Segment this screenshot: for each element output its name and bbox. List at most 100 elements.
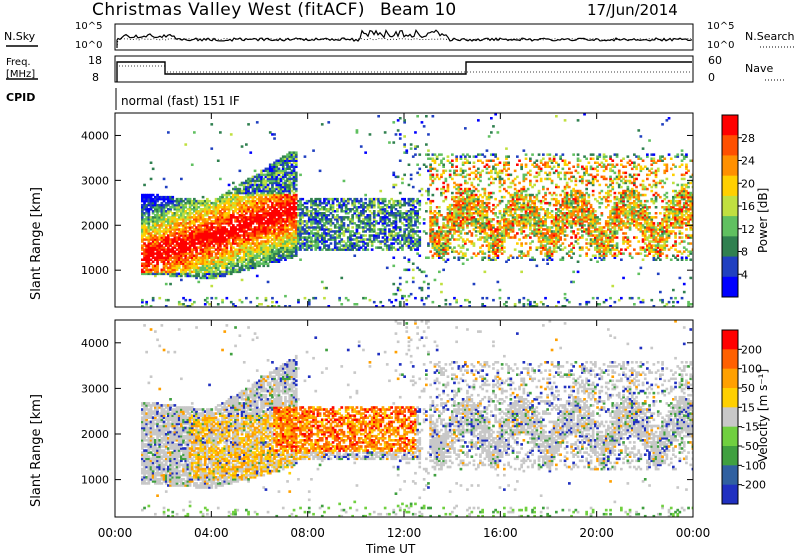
echo-cell: [184, 244, 188, 247]
echo-cell: [305, 222, 309, 225]
echo-cell: [388, 228, 391, 231]
echo-cell: [509, 173, 513, 177]
echo-cell: [242, 234, 246, 237]
echo-cell: [353, 254, 357, 257]
echo-cell: [216, 256, 220, 259]
echo-cell: [448, 220, 452, 223]
echo-cell: [370, 206, 374, 209]
echo-cell: [292, 222, 296, 225]
echo-cell: [171, 199, 175, 203]
echo-cell: [483, 193, 487, 197]
echo-cell: [290, 153, 294, 156]
echo-cell: [242, 210, 246, 213]
echo-cell: [277, 248, 281, 251]
echo-cell: [459, 220, 463, 223]
echo-cell: [171, 197, 175, 201]
echo-cell: [190, 201, 194, 205]
echo-cell: [275, 199, 279, 203]
echo-cell: [242, 236, 246, 239]
echo-cell: [245, 250, 248, 253]
echo-cell: [388, 141, 391, 144]
echo-cell: [327, 305, 331, 307]
echo-cell: [459, 222, 463, 225]
echo-cell: [338, 242, 341, 245]
echo-cell: [245, 185, 248, 189]
echo-cell: [258, 208, 261, 211]
echo-cell: [141, 193, 144, 197]
echo-cell: [290, 155, 294, 158]
echo-cell: [268, 181, 272, 185]
echo-cell: [266, 252, 270, 255]
echo-cell: [210, 272, 214, 276]
echo-cell: [516, 175, 519, 179]
echo-cell: [297, 228, 300, 231]
echo-cell: [483, 238, 487, 241]
echo-cell: [253, 210, 257, 213]
echo-cell: [201, 268, 205, 272]
echo-cell: [154, 218, 157, 221]
echo-cell: [284, 256, 287, 259]
echo-cell: [453, 218, 456, 221]
echo-cell: [292, 171, 296, 175]
echo-cell: [364, 296, 367, 300]
echo-cell: [340, 199, 344, 203]
echo-cell: [271, 179, 274, 183]
echo-cell: [147, 222, 151, 225]
echo-cell: [245, 232, 248, 235]
echo-cell: [505, 206, 508, 209]
echo-cell: [284, 159, 287, 162]
echo-cell: [154, 274, 157, 278]
echo-cell: [394, 224, 398, 227]
echo-cell: [290, 226, 294, 229]
echo-cell: [444, 260, 448, 263]
echo-cell: [173, 246, 177, 249]
echo-cell: [453, 210, 456, 213]
echo-cell: [281, 234, 285, 237]
echo-cell: [279, 230, 283, 233]
echo-cell: [167, 252, 170, 255]
echo-cell: [429, 169, 432, 173]
echo-cell: [286, 226, 289, 229]
echo-cell: [182, 238, 185, 241]
echo-cell: [195, 272, 198, 276]
echo-cell: [377, 212, 380, 215]
echo-cell: [158, 203, 162, 207]
echo-cell: [210, 240, 214, 243]
echo-cell: [323, 244, 326, 247]
nave-tick-top: 60: [708, 54, 722, 67]
echo-cell: [184, 252, 188, 255]
echo-cell: [290, 201, 294, 205]
echo-cell: [288, 206, 292, 209]
echo-cell: [255, 238, 259, 241]
echo-cell: [336, 210, 339, 213]
echo-cell: [225, 228, 229, 231]
echo-cell: [429, 201, 432, 205]
echo-cell: [470, 208, 474, 211]
echo-cell: [401, 236, 404, 239]
echo-cell: [180, 256, 183, 259]
echo-cell: [260, 220, 263, 223]
echo-cell: [199, 246, 203, 249]
echo-cell: [357, 240, 361, 243]
echo-cell: [225, 240, 229, 243]
echo-cell: [258, 246, 261, 249]
echo-cell: [249, 181, 253, 185]
echo-cell: [472, 244, 476, 247]
echo-cell: [258, 250, 261, 253]
echo-cell: [505, 220, 508, 223]
echo-cell: [242, 214, 246, 217]
echo-cell: [494, 167, 497, 171]
echo-cell: [201, 274, 205, 278]
echo-cell: [275, 161, 279, 164]
echo-cell: [171, 234, 175, 237]
echo-cell: [503, 167, 506, 171]
echo-cell: [377, 201, 380, 205]
echo-cell: [275, 254, 279, 257]
echo-cell: [149, 177, 153, 181]
echo-cell: [247, 268, 250, 272]
echo-cell: [245, 252, 248, 255]
echo-cell: [513, 206, 517, 209]
echo-cell: [182, 208, 185, 211]
echo-cell: [206, 296, 209, 300]
echo-cell: [210, 234, 214, 237]
